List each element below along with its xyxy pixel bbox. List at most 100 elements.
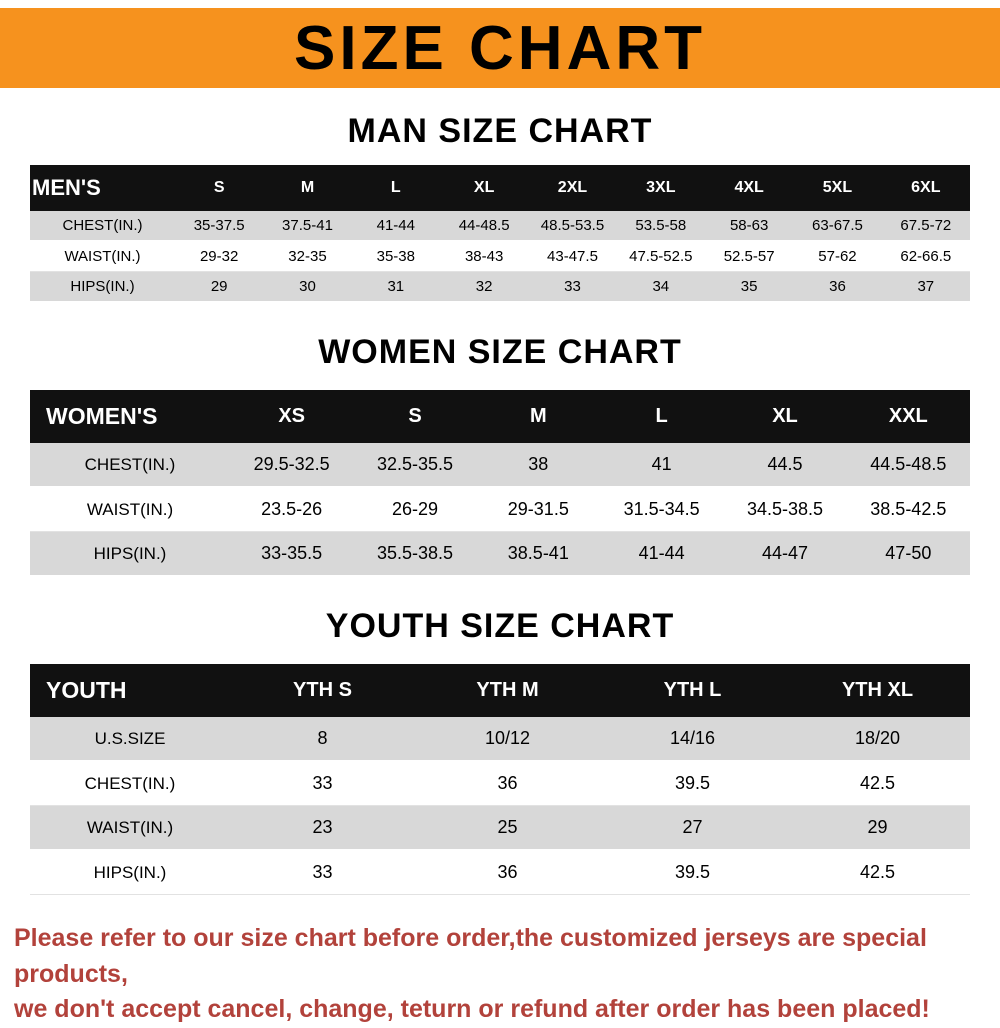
size-chart-section-men: MAN SIZE CHART MEN'S S M L XL 2XL 3XL 4XL 5XL 6XL C… — [0, 112, 1000, 303]
table-row: CHEST(IN.) 29.5-32.5 32.5-35.5 38 41 44.5 44.5… — [30, 443, 970, 488]
header-row: MEN'S S M L XL 2XL 3XL 4XL 5XL 6XL — [30, 165, 970, 211]
size-cell: 42.5 — [785, 850, 970, 895]
size-cell: 32-35 — [263, 241, 352, 272]
size-cell: 27 — [600, 805, 785, 851]
size-cell: 18/20 — [785, 717, 970, 762]
size-column-header: M — [476, 390, 600, 443]
size-cell: 33 — [230, 761, 415, 806]
size-cell: 43-47.5 — [528, 241, 617, 272]
size-column-header: 4XL — [704, 165, 794, 211]
size-cell: 34 — [616, 271, 705, 303]
size-cell: 52.5-57 — [704, 241, 794, 272]
size-chart-section-youth: YOUTH SIZE CHART YOUTH YTH S YTH M YTH L YTH … — [0, 607, 1000, 895]
size-cell: 62-66.5 — [881, 241, 970, 272]
size-cell: 36 — [415, 761, 600, 806]
size-cell: 10/12 — [415, 717, 600, 762]
size-cell: 47.5-52.5 — [616, 241, 705, 272]
size-column-header: YTH XL — [785, 664, 970, 717]
size-cell: 23 — [230, 805, 415, 851]
women-size-table: WOMEN'S XS S M L XL XXL CHEST(IN.) 29.5-32.5 32.5… — [30, 390, 970, 577]
size-column-header: YTH L — [600, 664, 785, 717]
disclaimer-line-2: we don't accept cancel, change, teturn o… — [14, 995, 930, 1023]
size-cell: 44-47 — [723, 531, 847, 577]
row-label: WAIST(IN.) — [30, 487, 230, 532]
size-column-header: L — [351, 165, 440, 211]
row-label: CHEST(IN.) — [30, 443, 230, 488]
size-cell: 32.5-35.5 — [353, 443, 477, 488]
size-cell: 44-48.5 — [439, 211, 529, 242]
size-cell: 29.5-32.5 — [230, 443, 354, 488]
size-cell: 30 — [263, 271, 352, 303]
size-cell: 29 — [175, 271, 264, 303]
men-header-label: MEN'S — [30, 165, 175, 211]
size-cell: 31 — [351, 271, 440, 303]
row-label: CHEST(IN.) — [30, 761, 230, 806]
youth-header-label: YOUTH — [30, 664, 230, 717]
size-cell: 67.5-72 — [881, 211, 970, 242]
size-column-header: L — [599, 390, 724, 443]
disclaimer: Please refer to our size chart before or… — [14, 921, 986, 1028]
size-chart-page: SIZE CHART MAN SIZE CHART MEN'S S M L XL 2XL 3X… — [0, 8, 1000, 1028]
table-row: CHEST(IN.) 33 36 39.5 42.5 — [30, 761, 970, 806]
youth-chart-heading: YOUTH SIZE CHART — [325, 607, 675, 645]
table-row: CHEST(IN.) 35-37.5 37.5-41 41-44 44-48.5 48.5… — [30, 211, 970, 242]
size-cell: 33-35.5 — [230, 531, 354, 577]
size-cell: 36 — [415, 850, 600, 895]
size-column-header: XL — [439, 165, 529, 211]
size-cell: 47-50 — [846, 531, 970, 577]
women-header-label: WOMEN'S — [30, 390, 230, 443]
size-column-header: M — [263, 165, 352, 211]
size-cell: 35.5-38.5 — [353, 531, 477, 577]
size-column-header: 2XL — [528, 165, 617, 211]
size-cell: 36 — [793, 271, 882, 303]
women-chart-heading: WOMEN SIZE CHART — [318, 333, 682, 371]
size-column-header: 6XL — [881, 165, 970, 211]
table-row: WAIST(IN.) 23.5-26 26-29 29-31.5 31.5-34.5 34… — [30, 487, 970, 532]
size-cell: 32 — [439, 271, 529, 303]
header-row: WOMEN'S XS S M L XL XXL — [30, 390, 970, 443]
youth-size-table: YOUTH YTH S YTH M YTH L YTH XL U.S.SIZE 8 10/12… — [30, 664, 970, 895]
size-cell: 14/16 — [600, 717, 785, 762]
size-cell: 37.5-41 — [263, 211, 352, 242]
men-chart-heading: MAN SIZE CHART — [347, 112, 653, 150]
size-column-header: XL — [723, 390, 847, 443]
size-cell: 33 — [230, 850, 415, 895]
size-cell: 63-67.5 — [793, 211, 882, 242]
page-title: SIZE CHART — [294, 13, 706, 83]
size-cell: 44.5 — [723, 443, 847, 488]
table-row: HIPS(IN.) 33 36 39.5 42.5 — [30, 850, 970, 895]
size-cell: 26-29 — [353, 487, 477, 532]
row-label: U.S.SIZE — [30, 717, 230, 762]
table-row: WAIST(IN.) 29-32 32-35 35-38 38-43 43-47.5 47.… — [30, 241, 970, 272]
size-cell: 38 — [476, 443, 600, 488]
size-cell: 35-37.5 — [175, 211, 264, 242]
size-cell: 41 — [599, 443, 724, 488]
size-column-header: YTH S — [230, 664, 415, 717]
size-cell: 35-38 — [351, 241, 440, 272]
size-cell: 44.5-48.5 — [846, 443, 970, 488]
row-label: HIPS(IN.) — [30, 531, 230, 577]
disclaimer-line-1: Please refer to our size chart before or… — [14, 924, 927, 988]
size-cell: 41-44 — [351, 211, 440, 242]
chart-sections: MAN SIZE CHART MEN'S S M L XL 2XL 3XL 4XL 5XL 6XL C… — [0, 112, 1000, 895]
men-size-table: MEN'S S M L XL 2XL 3XL 4XL 5XL 6XL CHEST(IN.) 35-37… — [30, 165, 970, 303]
row-label: WAIST(IN.) — [30, 805, 230, 851]
size-cell: 48.5-53.5 — [528, 211, 617, 242]
size-column-header: YTH M — [415, 664, 600, 717]
size-cell: 8 — [230, 717, 415, 762]
size-cell: 31.5-34.5 — [599, 487, 724, 532]
size-cell: 57-62 — [793, 241, 882, 272]
size-cell: 39.5 — [600, 761, 785, 806]
size-cell: 53.5-58 — [616, 211, 705, 242]
size-cell: 38.5-42.5 — [846, 487, 970, 532]
row-label: HIPS(IN.) — [30, 850, 230, 895]
size-cell: 39.5 — [600, 850, 785, 895]
size-column-header: XS — [230, 390, 354, 443]
header-row: YOUTH YTH S YTH M YTH L YTH XL — [30, 664, 970, 717]
size-cell: 37 — [881, 271, 970, 303]
size-cell: 58-63 — [704, 211, 794, 242]
table-row: U.S.SIZE 8 10/12 14/16 18/20 — [30, 717, 970, 762]
size-cell: 38-43 — [439, 241, 529, 272]
size-cell: 29-31.5 — [476, 487, 600, 532]
size-cell: 35 — [704, 271, 794, 303]
